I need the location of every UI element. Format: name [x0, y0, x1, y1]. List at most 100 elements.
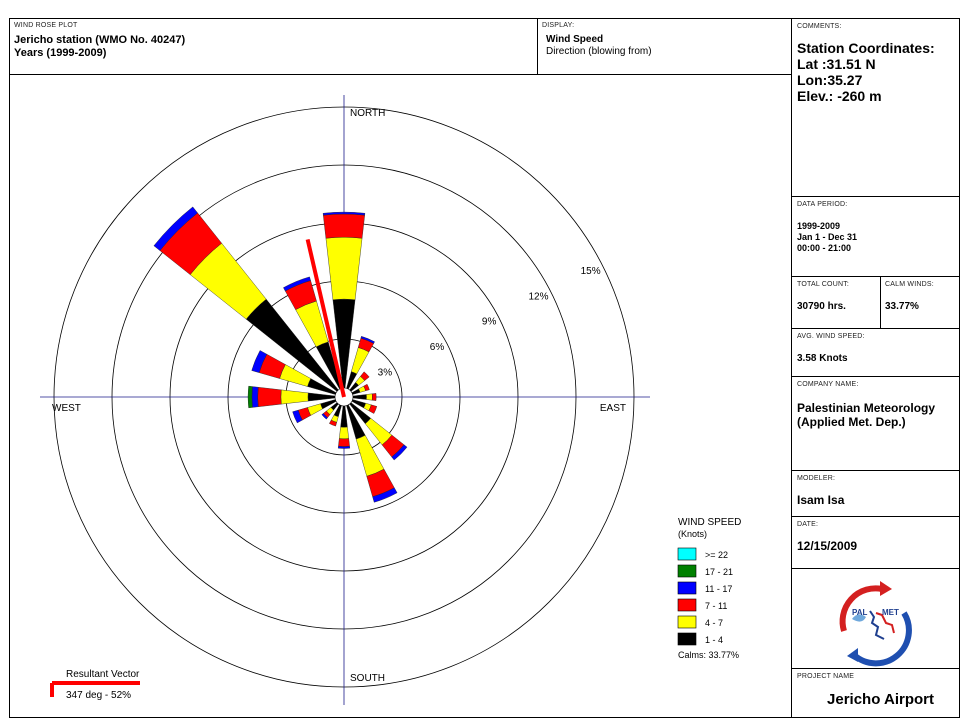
- cardinal-label: SOUTH: [350, 673, 385, 684]
- legend-swatch: [677, 615, 697, 629]
- avg-caption: AVG. WIND SPEED:: [797, 333, 865, 340]
- resultant-key-value: 347 deg - 52%: [66, 690, 131, 701]
- petal-segment: [322, 211, 366, 216]
- calms-label: Calms: 33.77%: [678, 650, 739, 660]
- period-hours: 00:00 - 21:00: [797, 243, 852, 253]
- company-line2: (Applied Met. Dep.): [797, 415, 906, 429]
- petal-segment: [360, 336, 375, 344]
- company-caption: COMPANY NAME:: [797, 381, 859, 388]
- petal-segment: [340, 405, 348, 428]
- petal-segment: [325, 236, 363, 300]
- radial-tick-label: 15%: [581, 266, 601, 277]
- legend-label: 1 - 4: [705, 635, 723, 645]
- petal-segment: [279, 364, 312, 387]
- petal-segment: [351, 347, 370, 375]
- resultant-key-label: Resultant Vector: [66, 669, 140, 680]
- display-caption: DISPLAY:: [542, 22, 575, 29]
- station-title: Jericho station (WMO No. 40247): [14, 34, 186, 46]
- petal-segment: [257, 387, 282, 407]
- logo-text-met: MET: [882, 608, 899, 617]
- petal-segment: [366, 393, 373, 401]
- petal-segment: [337, 446, 351, 449]
- logo-cell: PAL MET: [792, 569, 959, 669]
- legend-swatch: [677, 564, 697, 578]
- petal-segment: [339, 426, 349, 440]
- petal-segment: [321, 413, 328, 420]
- project-value: Jericho Airport: [827, 691, 934, 708]
- petal-segment: [307, 392, 336, 402]
- modeler-value: Isam Isa: [797, 493, 845, 507]
- period-years: 1999-2009: [797, 221, 841, 231]
- comments-cell: COMMENTS: Station Coordinates: Lat :31.5…: [792, 19, 959, 197]
- date-value: 12/15/2009: [797, 539, 858, 553]
- petal-segment: [251, 386, 259, 408]
- petal-segment: [363, 383, 370, 392]
- petal-segment: [368, 404, 378, 414]
- radial-tick-label: 6%: [430, 342, 445, 353]
- petal-segment: [323, 213, 365, 239]
- legend-label: 4 - 7: [705, 618, 723, 628]
- modeler-cell: MODELER: Isam Isa: [792, 471, 959, 517]
- cardinal-label: WEST: [52, 403, 81, 414]
- legend-label: >= 22: [705, 550, 728, 560]
- radial-tick-label: 12%: [529, 291, 549, 302]
- resultant-vector-line: [305, 238, 346, 398]
- legend-title: WIND SPEED: [678, 517, 741, 528]
- petal-segment: [247, 385, 253, 409]
- modeler-caption: MODELER:: [797, 475, 836, 482]
- plot-caption: WIND ROSE PLOT: [14, 22, 78, 29]
- petal-segment: [391, 444, 408, 461]
- petal-segment: [372, 487, 398, 503]
- plot-area: 3% 6% 9% 12% 15% NORTH SOUTH WEST EAST Resultant…: [10, 75, 792, 717]
- period-days: Jan 1 - Dec 31: [797, 232, 858, 242]
- project-caption: PROJECT NAME: [797, 673, 855, 680]
- petal-segment: [360, 371, 370, 381]
- avg-speed-cell: AVG. WIND SPEED: 3.58 Knots: [792, 329, 959, 377]
- display-value: Wind Speed: [546, 34, 604, 45]
- years-title: Years (1999-2009): [14, 47, 107, 59]
- elev-value: Elev.: -260 m: [797, 88, 882, 104]
- calm-caption: CALM WINDS:: [885, 281, 934, 288]
- petal-segment: [251, 350, 268, 373]
- total-caption: TOTAL COUNT:: [797, 281, 850, 288]
- petal-segment: [329, 419, 337, 427]
- legend-label: 17 - 21: [705, 567, 733, 577]
- legend-swatch: [677, 632, 697, 646]
- date-caption: DATE:: [797, 521, 819, 528]
- petal-segment: [283, 276, 311, 292]
- petal-segment: [280, 389, 309, 405]
- project-cell: PROJECT NAME Jericho Airport: [792, 669, 959, 717]
- legend-swatch: [677, 581, 697, 595]
- lon-value: Lon:35.27: [797, 72, 863, 88]
- legend-swatch: [677, 547, 697, 561]
- cardinal-label: NORTH: [350, 108, 385, 119]
- petal-segment: [352, 394, 367, 400]
- petal-segment: [338, 438, 350, 447]
- total-value: 30790 hrs.: [797, 301, 846, 312]
- data-period-cell: DATA PERIOD: 1999-2009 Jan 1 - Dec 31 00…: [792, 197, 959, 277]
- avg-value: 3.58 Knots: [797, 353, 848, 364]
- logo-text-pal: PAL: [852, 608, 868, 617]
- wind-rose-chart: 3% 6% 9% 12% 15% NORTH SOUTH WEST EAST Resultant…: [40, 95, 741, 705]
- radial-tick-label: 9%: [482, 317, 497, 328]
- legend-label: 7 - 11: [705, 601, 727, 611]
- legend-subtitle: (Knots): [678, 529, 707, 539]
- cardinal-label: EAST: [600, 403, 626, 414]
- lat-value: Lat :31.51 N: [797, 56, 876, 72]
- coords-title: Station Coordinates:: [797, 40, 935, 56]
- display-block: DISPLAY: Wind Speed Direction (blowing f…: [538, 19, 792, 75]
- petal-segment: [292, 409, 303, 424]
- radial-tick-label: 3%: [378, 368, 393, 379]
- petal-segment: [153, 206, 198, 251]
- date-cell: DATE: 12/15/2009: [792, 517, 959, 569]
- wind-rose-sheet: WIND ROSE PLOT Jericho station (WMO No. …: [9, 18, 960, 718]
- legend-swatch: [677, 598, 697, 612]
- period-caption: DATA PERIOD:: [797, 201, 848, 208]
- company-line1: Palestinian Meteorology: [797, 401, 936, 415]
- count-cell: TOTAL COUNT: 30790 hrs. CALM WINDS: 33.7…: [792, 277, 959, 329]
- display-sub: Direction (blowing from): [546, 46, 652, 57]
- company-cell: COMPANY NAME: Palestinian Meteorology (A…: [792, 377, 959, 471]
- legend-label: 11 - 17: [705, 584, 732, 594]
- calm-value: 33.77%: [885, 301, 919, 312]
- comments-caption: COMMENTS:: [797, 23, 842, 30]
